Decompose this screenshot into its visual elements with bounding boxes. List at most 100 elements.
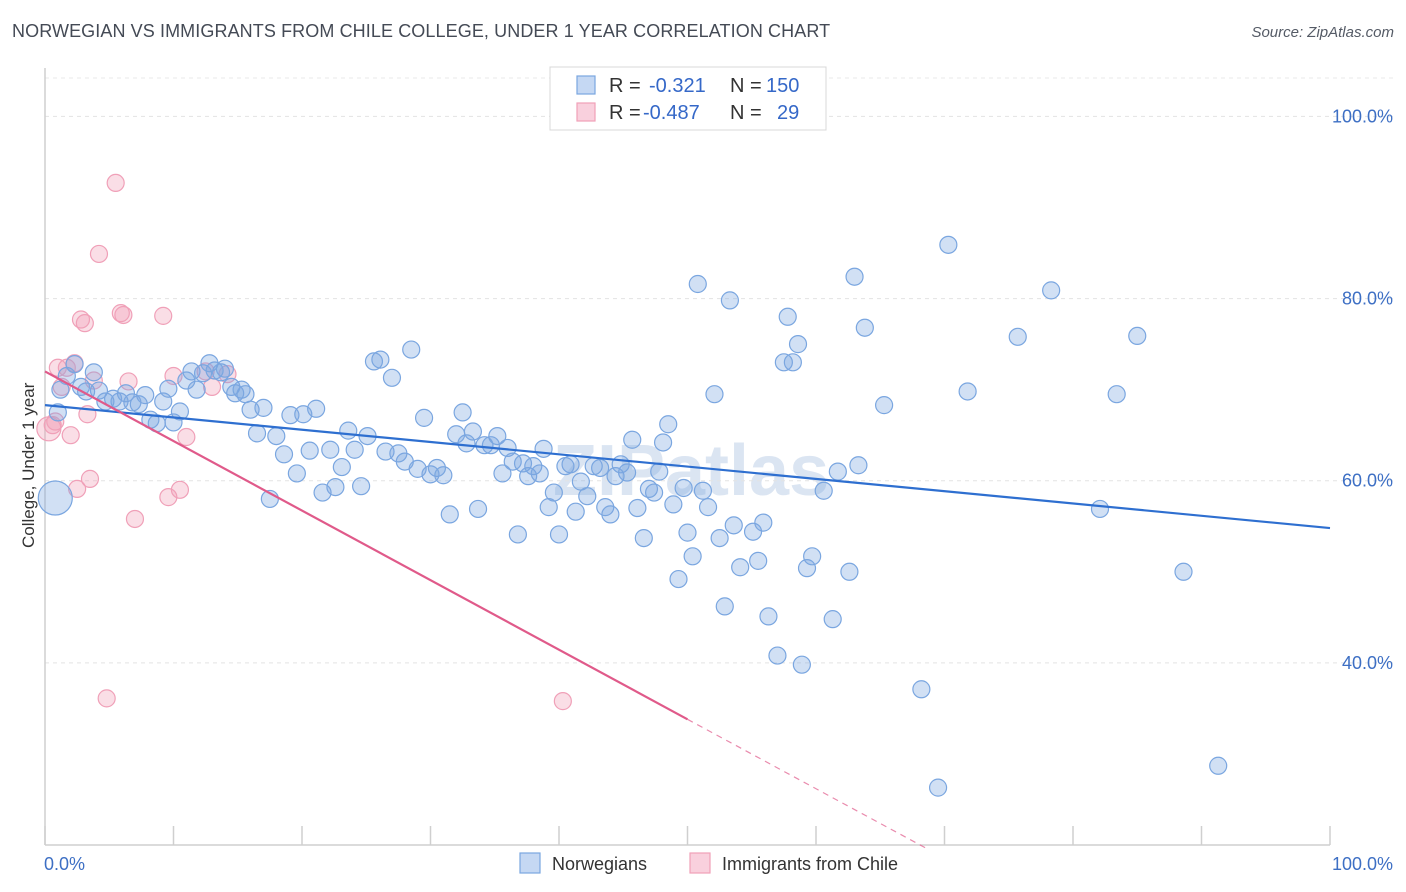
- point-norwegians: [463, 422, 483, 441]
- point-immigrants-from-chile: [177, 427, 196, 447]
- point-norwegians: [855, 318, 874, 337]
- point-norwegians: [634, 528, 653, 548]
- point-norwegians: [267, 426, 286, 446]
- point-norwegians: [300, 441, 319, 460]
- point-norwegians: [783, 353, 802, 372]
- point-norwegians: [177, 371, 196, 390]
- point-norwegians: [321, 440, 340, 459]
- point-norwegians: [1209, 756, 1228, 775]
- point-norwegians: [287, 464, 306, 483]
- trendline-extension-immigrants-from-chile: [687, 718, 926, 849]
- point-norwegians: [326, 477, 345, 497]
- point-norwegians: [307, 399, 326, 418]
- point-norwegians: [792, 655, 811, 674]
- point-immigrants-from-chile: [159, 488, 178, 507]
- gridlines: [45, 77, 1395, 664]
- point-norwegians: [65, 355, 84, 374]
- point-norwegians: [659, 415, 678, 434]
- legend-r-value: -0.321: [649, 75, 706, 97]
- point-immigrants-from-chile: [114, 305, 133, 325]
- point-norwegians: [683, 547, 702, 566]
- point-norwegians: [182, 362, 201, 381]
- point-norwegians: [705, 385, 724, 404]
- point-immigrants-from-chile: [75, 314, 94, 333]
- point-norwegians: [534, 439, 553, 458]
- point-norwegians: [678, 523, 697, 542]
- point-norwegians: [618, 463, 637, 482]
- point-norwegians: [1042, 281, 1061, 300]
- point-norwegians: [845, 267, 864, 286]
- point-norwegians: [364, 352, 384, 371]
- y-tick-label: 40.0%: [1342, 653, 1393, 673]
- y-tick-label: 60.0%: [1342, 471, 1393, 491]
- point-norwegians: [693, 481, 713, 500]
- point-norwegians: [332, 457, 351, 477]
- point-norwegians: [136, 386, 155, 405]
- point-norwegians: [84, 363, 103, 382]
- trendline-norwegians: [44, 404, 1331, 530]
- point-norwegians: [778, 307, 797, 326]
- point-norwegians: [650, 462, 669, 481]
- legend-swatch-norwegians: [576, 75, 596, 95]
- point-norwegians: [653, 433, 673, 452]
- legend-n-label: N =: [730, 102, 762, 124]
- point-immigrants-from-chile: [97, 689, 116, 708]
- point-norwegians: [754, 513, 773, 532]
- point-norwegians: [488, 426, 507, 446]
- point-norwegians: [345, 440, 364, 459]
- source-label: Source: ZipAtlas.com: [1251, 24, 1394, 41]
- axes: [44, 68, 1331, 846]
- point-norwegians: [669, 569, 688, 589]
- point-norwegians: [352, 477, 371, 496]
- point-immigrants-from-chile: [125, 509, 145, 529]
- trendline-immigrants-from-chile: [44, 370, 689, 721]
- x-tick-label: 0.0%: [44, 854, 85, 874]
- point-norwegians: [715, 597, 734, 616]
- point-norwegians: [339, 421, 358, 440]
- point-immigrants-from-chile: [61, 426, 80, 445]
- point-norwegians: [414, 408, 434, 427]
- point-norwegians: [688, 274, 707, 294]
- point-norwegians: [749, 551, 768, 570]
- point-norwegians: [710, 528, 729, 548]
- point-norwegians: [493, 464, 512, 483]
- point-norwegians: [427, 458, 447, 478]
- point-norwegians: [623, 430, 642, 449]
- point-norwegians: [382, 368, 402, 387]
- legend-r-label: R =: [609, 75, 641, 97]
- point-norwegians: [116, 384, 136, 403]
- point-norwegians: [797, 559, 817, 578]
- point-norwegians: [759, 607, 778, 626]
- point-immigrants-from-chile: [170, 480, 190, 499]
- point-norwegians: [549, 525, 569, 544]
- point-norwegians: [187, 380, 206, 399]
- point-norwegians: [788, 335, 808, 354]
- point-norwegians: [371, 350, 390, 369]
- watermark: ZIPatlas: [553, 431, 829, 511]
- point-norwegians: [566, 502, 585, 521]
- legend-n-value: 29: [777, 102, 799, 124]
- point-norwegians: [644, 483, 664, 502]
- point-norwegians: [601, 505, 620, 524]
- point-norwegians: [768, 646, 787, 665]
- point-norwegians: [875, 396, 894, 415]
- legend-bottom: Norwegians Immigrants from Chile: [519, 852, 898, 874]
- point-norwegians: [215, 359, 234, 378]
- point-norwegians: [193, 364, 213, 383]
- trend-lines: [44, 370, 1331, 849]
- point-immigrants-from-chile: [80, 469, 100, 488]
- point-norwegians: [519, 467, 538, 486]
- point-norwegians: [89, 381, 109, 400]
- point-immigrants-from-chile: [553, 692, 572, 711]
- point-immigrants-from-chile: [119, 372, 138, 391]
- point-norwegians: [468, 499, 488, 519]
- point-norwegians: [1107, 385, 1126, 404]
- point-norwegians: [453, 403, 472, 422]
- point-norwegians: [840, 562, 859, 581]
- legend-bottom-swatch-norwegians: [519, 852, 541, 874]
- series-norwegians: [37, 235, 1228, 797]
- x-tick-label: 100.0%: [1332, 854, 1393, 874]
- point-norwegians: [508, 525, 527, 544]
- point-norwegians: [170, 402, 190, 421]
